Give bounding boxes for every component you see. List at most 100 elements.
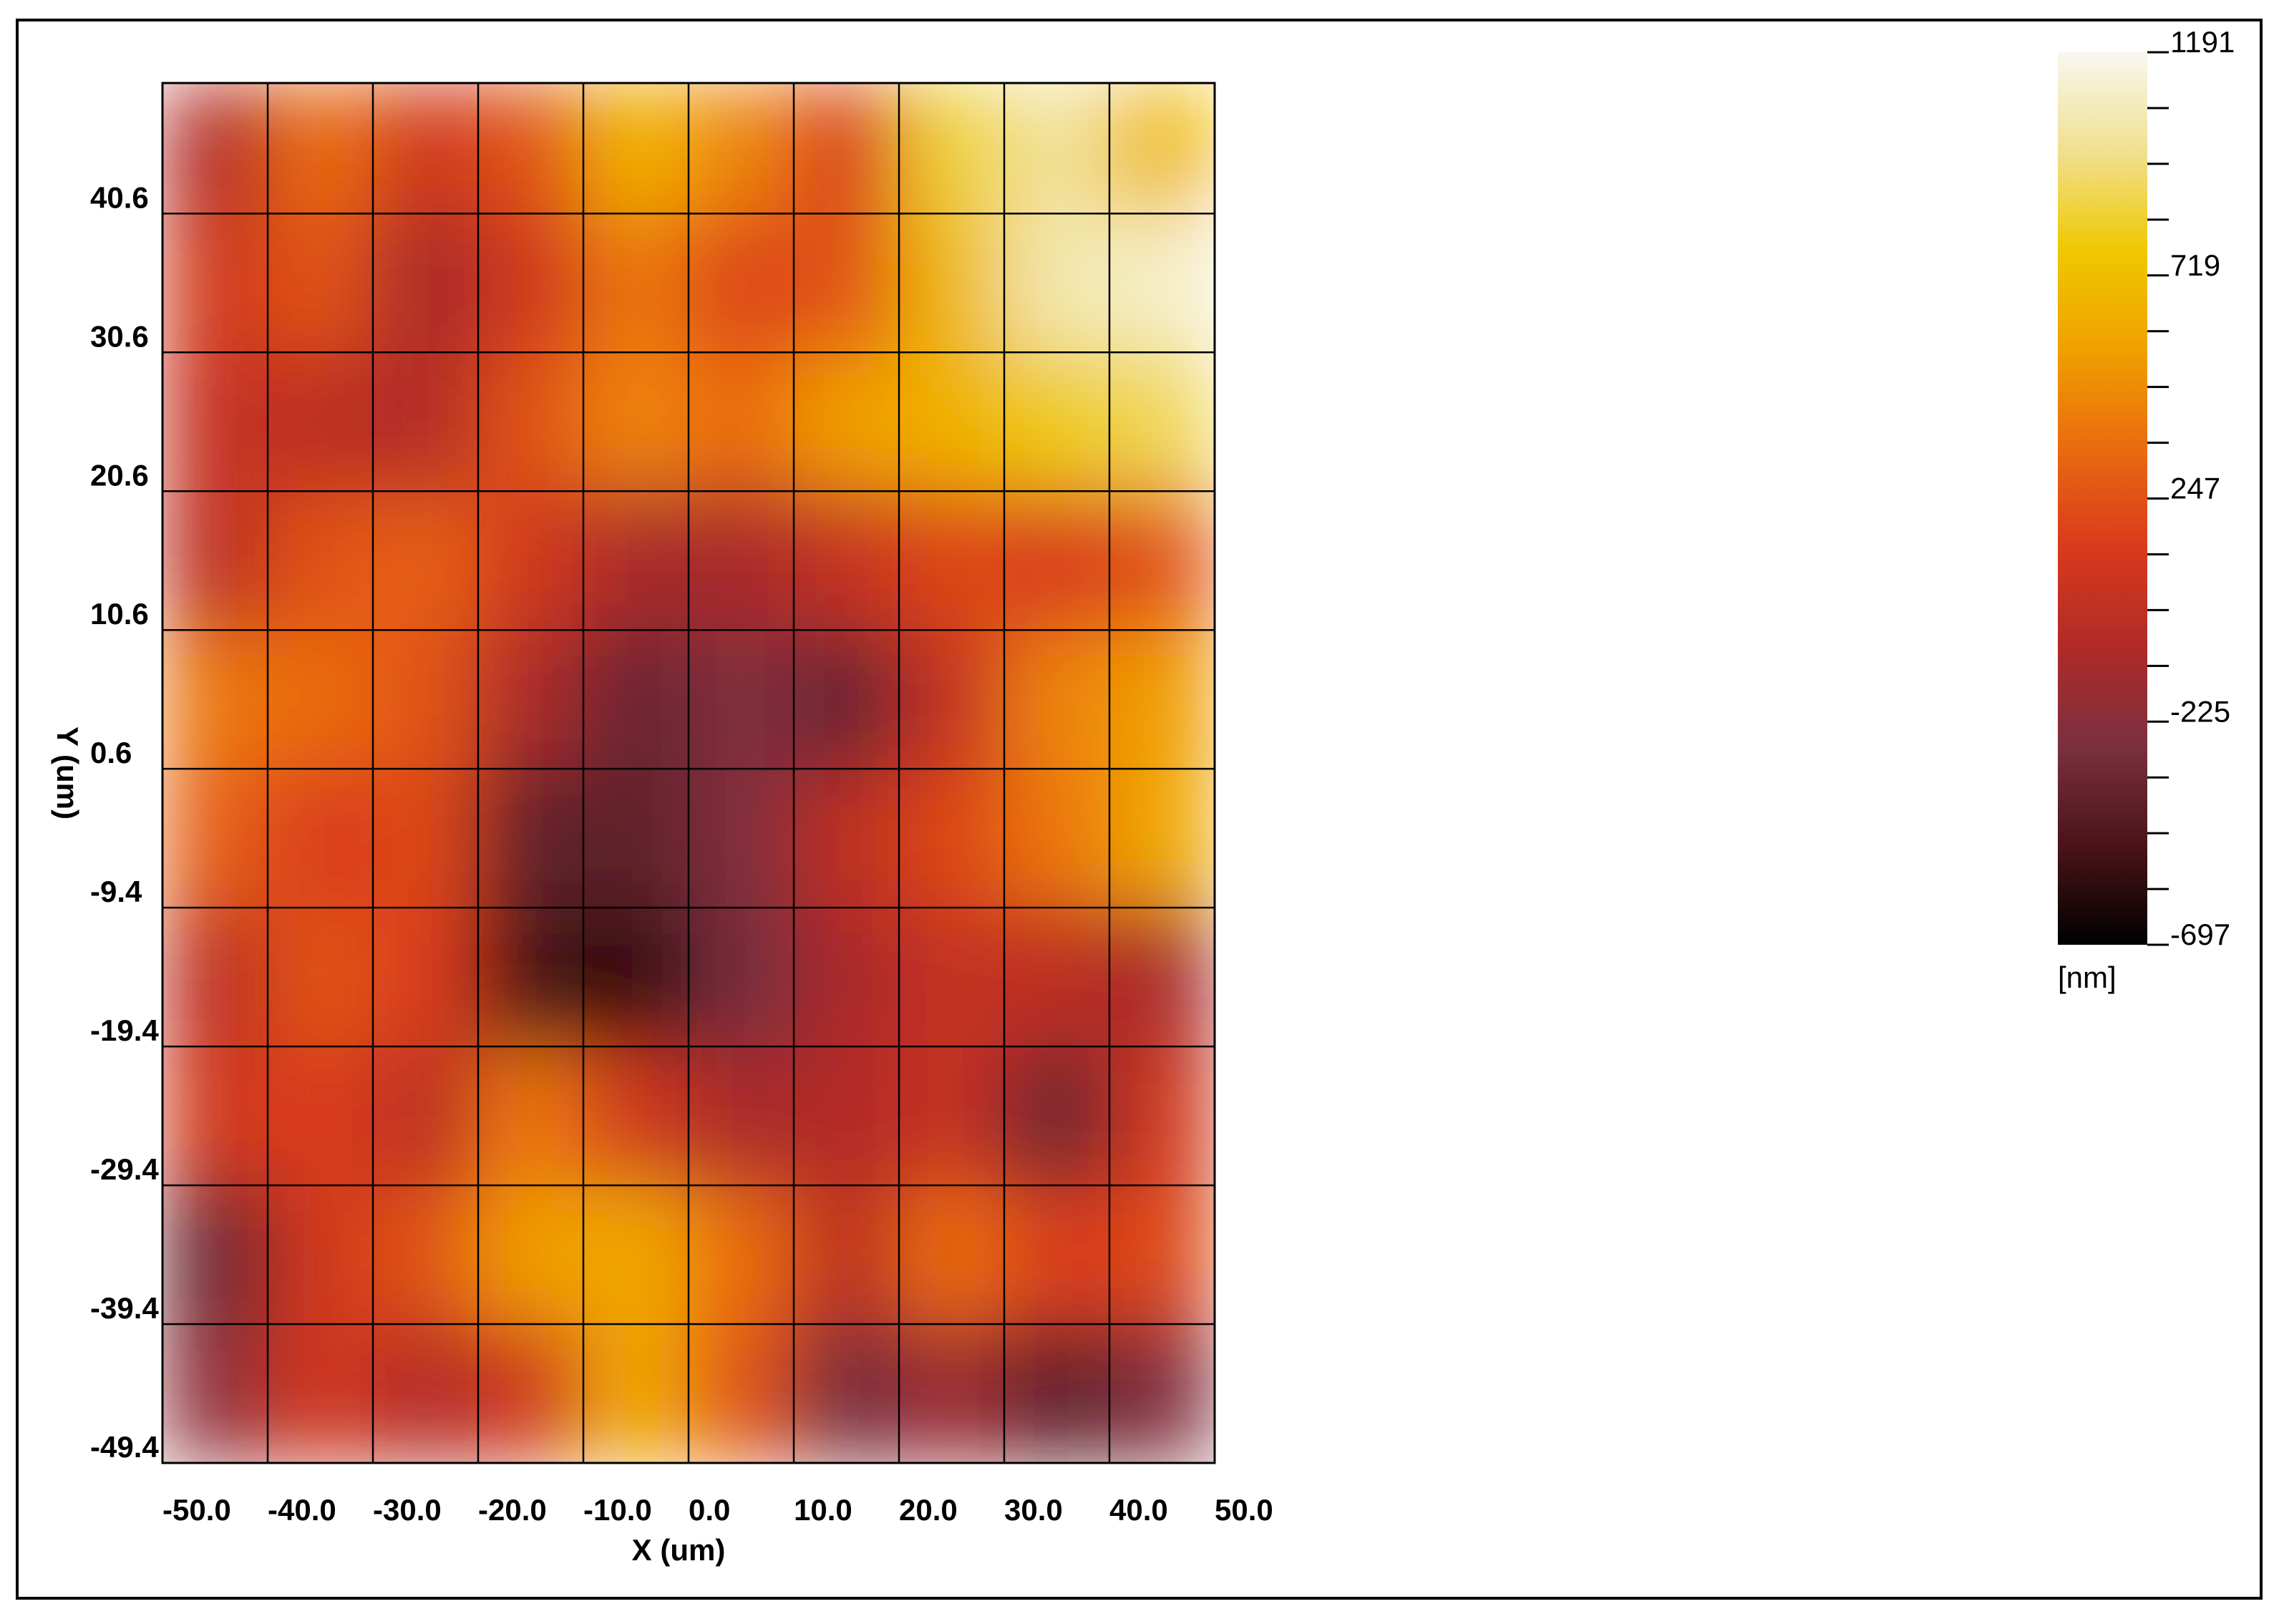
heat-cell <box>1109 630 1215 769</box>
heat-cell <box>1004 1185 1110 1325</box>
heat-cell <box>794 769 900 908</box>
heat-cell <box>268 491 374 631</box>
x-tick-label: -20.0 <box>478 1493 547 1527</box>
heat-cell <box>373 630 479 769</box>
labels: -50.0 -40.0 -30.0 -20.0 -10.0 0.0 10.0 20.0 30.0… <box>90 25 2235 1527</box>
heat-cell <box>794 83 900 214</box>
heat-cell <box>268 352 374 492</box>
y-tick-label: -49.4 <box>90 1430 159 1464</box>
heat-cell <box>583 908 689 1047</box>
heat-cell <box>162 352 268 492</box>
heat-cell <box>162 213 268 353</box>
heat-cell <box>268 630 374 769</box>
heat-cell <box>583 1046 689 1186</box>
heat-cell <box>794 491 900 631</box>
colorbar-unit: [nm] <box>2058 961 2117 994</box>
heat-cell <box>899 83 1005 214</box>
heat-cell <box>478 1324 584 1463</box>
heat-cell <box>583 352 689 492</box>
heat-cell <box>899 769 1005 908</box>
colorbar <box>2058 52 2147 945</box>
heat-cell <box>1109 352 1215 492</box>
heat-cell <box>268 1046 374 1186</box>
x-tick-label: 10.0 <box>794 1493 852 1527</box>
y-tick-label: 0.6 <box>90 736 132 769</box>
frame <box>16 19 2263 1600</box>
heat-cell <box>899 213 1005 353</box>
heat-cell <box>268 213 374 353</box>
heat-cell <box>1109 908 1215 1047</box>
heat-cell <box>899 1324 1005 1463</box>
heat-cell <box>162 83 268 214</box>
plot-border <box>161 82 1216 1464</box>
y-tick-label: -9.4 <box>90 875 142 908</box>
heat-cell <box>162 491 268 631</box>
colorbar-tick-label: -225 <box>2170 694 2230 728</box>
heat-cell <box>478 491 584 631</box>
heat-cell <box>583 769 689 908</box>
heat-cell <box>478 1185 584 1325</box>
heat-cell <box>1004 1324 1110 1463</box>
y-tick-label: 20.6 <box>90 458 149 492</box>
heat-cell <box>583 213 689 353</box>
colorbar-tick-label: -697 <box>2170 918 2230 951</box>
x-tick-label: 40.0 <box>1109 1493 1168 1527</box>
heat-cell <box>162 1185 268 1325</box>
heat-cell <box>268 1185 374 1325</box>
y-tick-label: 30.6 <box>90 319 149 353</box>
heat-cell <box>162 769 268 908</box>
heat-cell <box>1109 213 1215 353</box>
heat-cell <box>1109 1324 1215 1463</box>
heat-cell <box>1109 1046 1215 1186</box>
heat-cell <box>794 908 900 1047</box>
heat-cell <box>689 352 795 492</box>
heat-cell <box>162 1046 268 1186</box>
heat-cell <box>478 630 584 769</box>
heat-cell <box>583 1324 689 1463</box>
y-tick-label: -29.4 <box>90 1152 159 1186</box>
heat-cell <box>268 1324 374 1463</box>
heatmap-cells <box>162 83 1215 1463</box>
heat-cell <box>583 83 689 214</box>
heat-cell <box>478 769 584 908</box>
x-tick-label: -30.0 <box>373 1493 442 1527</box>
heat-cell <box>1004 83 1110 214</box>
heat-cell <box>373 213 479 353</box>
heat-cell <box>1004 213 1110 353</box>
heat-cell <box>1004 352 1110 492</box>
heat-cell <box>899 352 1005 492</box>
heat-cell <box>373 1046 479 1186</box>
heat-cell <box>1004 491 1110 631</box>
colorbar-tick-label: 247 <box>2170 472 2220 505</box>
heat-cell <box>689 1324 795 1463</box>
heat-cell <box>268 83 374 214</box>
heat-cell <box>1004 908 1110 1047</box>
heat-cell <box>899 630 1005 769</box>
heat-cell <box>373 1324 479 1463</box>
heatmap <box>162 83 1215 1463</box>
heat-cell <box>689 1046 795 1186</box>
heat-cell <box>1004 630 1110 769</box>
heat-cell <box>583 491 689 631</box>
heat-cell <box>689 769 795 908</box>
heat-cell <box>689 1185 795 1325</box>
heat-cell <box>1004 1046 1110 1186</box>
heat-cell <box>373 491 479 631</box>
heat-cell <box>268 908 374 1047</box>
heat-cell <box>268 769 374 908</box>
heat-cell <box>162 1324 268 1463</box>
heat-cell <box>899 908 1005 1047</box>
heat-cell <box>583 1185 689 1325</box>
x-tick-label: 20.0 <box>899 1493 958 1527</box>
heat-cell <box>689 491 795 631</box>
heat-cell <box>899 1046 1005 1186</box>
heat-cell <box>794 352 900 492</box>
x-tick-label: 30.0 <box>1004 1493 1063 1527</box>
heat-cell <box>162 630 268 769</box>
x-tick-label: -40.0 <box>268 1493 336 1527</box>
heat-cell <box>478 213 584 353</box>
heat-cell <box>583 630 689 769</box>
y-tick-label: 10.6 <box>90 597 149 631</box>
x-tick-label: -10.0 <box>583 1493 652 1527</box>
heat-cell <box>373 769 479 908</box>
